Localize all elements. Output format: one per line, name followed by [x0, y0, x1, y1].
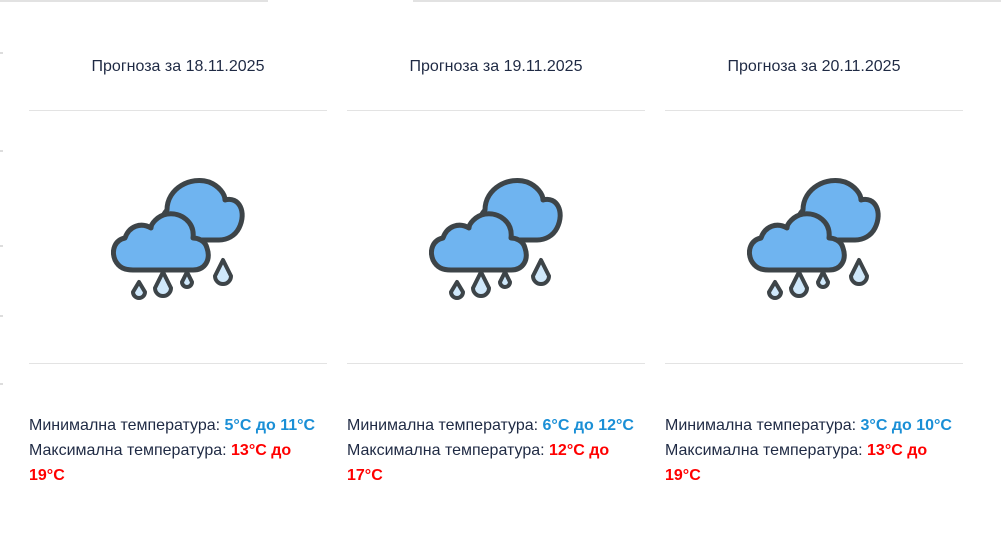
divider	[665, 110, 963, 111]
divider-tick	[0, 245, 3, 247]
max-conj: до	[589, 442, 610, 459]
min-conj: до	[891, 417, 912, 434]
temperature-info: Минимална температура: 3°C до 10°C Макси…	[665, 413, 963, 488]
max-from: 13°C	[867, 442, 903, 459]
divider-tick	[0, 52, 3, 54]
min-label: Минимална температура:	[347, 417, 539, 434]
max-to: 17°C	[347, 467, 383, 484]
max-label: Максимална температура:	[347, 442, 545, 459]
forecast-card: Прогноза за 19.11.2025 Минимална темпера…	[347, 0, 645, 534]
min-temperature: Минимална температура: 3°C до 10°C	[665, 413, 963, 438]
max-label: Максимална температура:	[665, 442, 863, 459]
divider	[665, 363, 963, 364]
forecast-title: Прогноза за 18.11.2025	[91, 58, 265, 75]
rain-cloud-icon	[111, 178, 245, 300]
max-temperature: Максимална температура: 12°C до 17°C	[347, 438, 645, 488]
rain-cloud-icon	[747, 178, 881, 300]
max-temperature: Максимална температура: 13°C до 19°C	[665, 438, 963, 488]
temperature-info: Минимална температура: 5°C до 11°C Макси…	[29, 413, 327, 488]
max-label: Максимална температура:	[29, 442, 227, 459]
divider-tick	[0, 315, 3, 317]
min-from: 3°C	[860, 417, 888, 434]
top-divider	[0, 0, 268, 2]
max-conj: до	[271, 442, 292, 459]
max-from: 13°C	[231, 442, 267, 459]
forecast-title: Прогноза за 19.11.2025	[409, 58, 583, 75]
min-temperature: Минимална температура: 5°C до 11°C	[29, 413, 327, 438]
divider-tick	[0, 383, 3, 385]
min-to: 11°C	[280, 417, 316, 434]
min-label: Минимална температура:	[29, 417, 221, 434]
temperature-info: Минимална температура: 6°C до 12°C Макси…	[347, 413, 645, 488]
min-conj: до	[255, 417, 276, 434]
top-divider	[413, 0, 1001, 2]
divider	[347, 363, 645, 364]
divider	[29, 110, 327, 111]
forecast-card: Прогноза за 18.11.2025 Минимална темпера…	[29, 0, 327, 534]
max-conj: до	[907, 442, 928, 459]
max-to: 19°C	[665, 467, 701, 484]
min-to: 10°C	[916, 417, 952, 434]
max-to: 19°C	[29, 467, 65, 484]
min-temperature: Минимална температура: 6°C до 12°C	[347, 413, 645, 438]
min-from: 5°C	[224, 417, 252, 434]
min-to: 12°C	[598, 417, 634, 434]
rain-cloud-icon	[429, 178, 563, 300]
max-from: 12°C	[549, 442, 585, 459]
min-from: 6°C	[542, 417, 570, 434]
forecast-title: Прогноза за 20.11.2025	[727, 58, 901, 75]
divider	[29, 363, 327, 364]
max-temperature: Максимална температура: 13°C до 19°C	[29, 438, 327, 488]
divider-tick	[0, 150, 3, 152]
forecast-card: Прогноза за 20.11.2025 Минимална темпера…	[665, 0, 963, 534]
divider	[347, 110, 645, 111]
min-conj: до	[573, 417, 594, 434]
min-label: Минимална температура:	[665, 417, 857, 434]
